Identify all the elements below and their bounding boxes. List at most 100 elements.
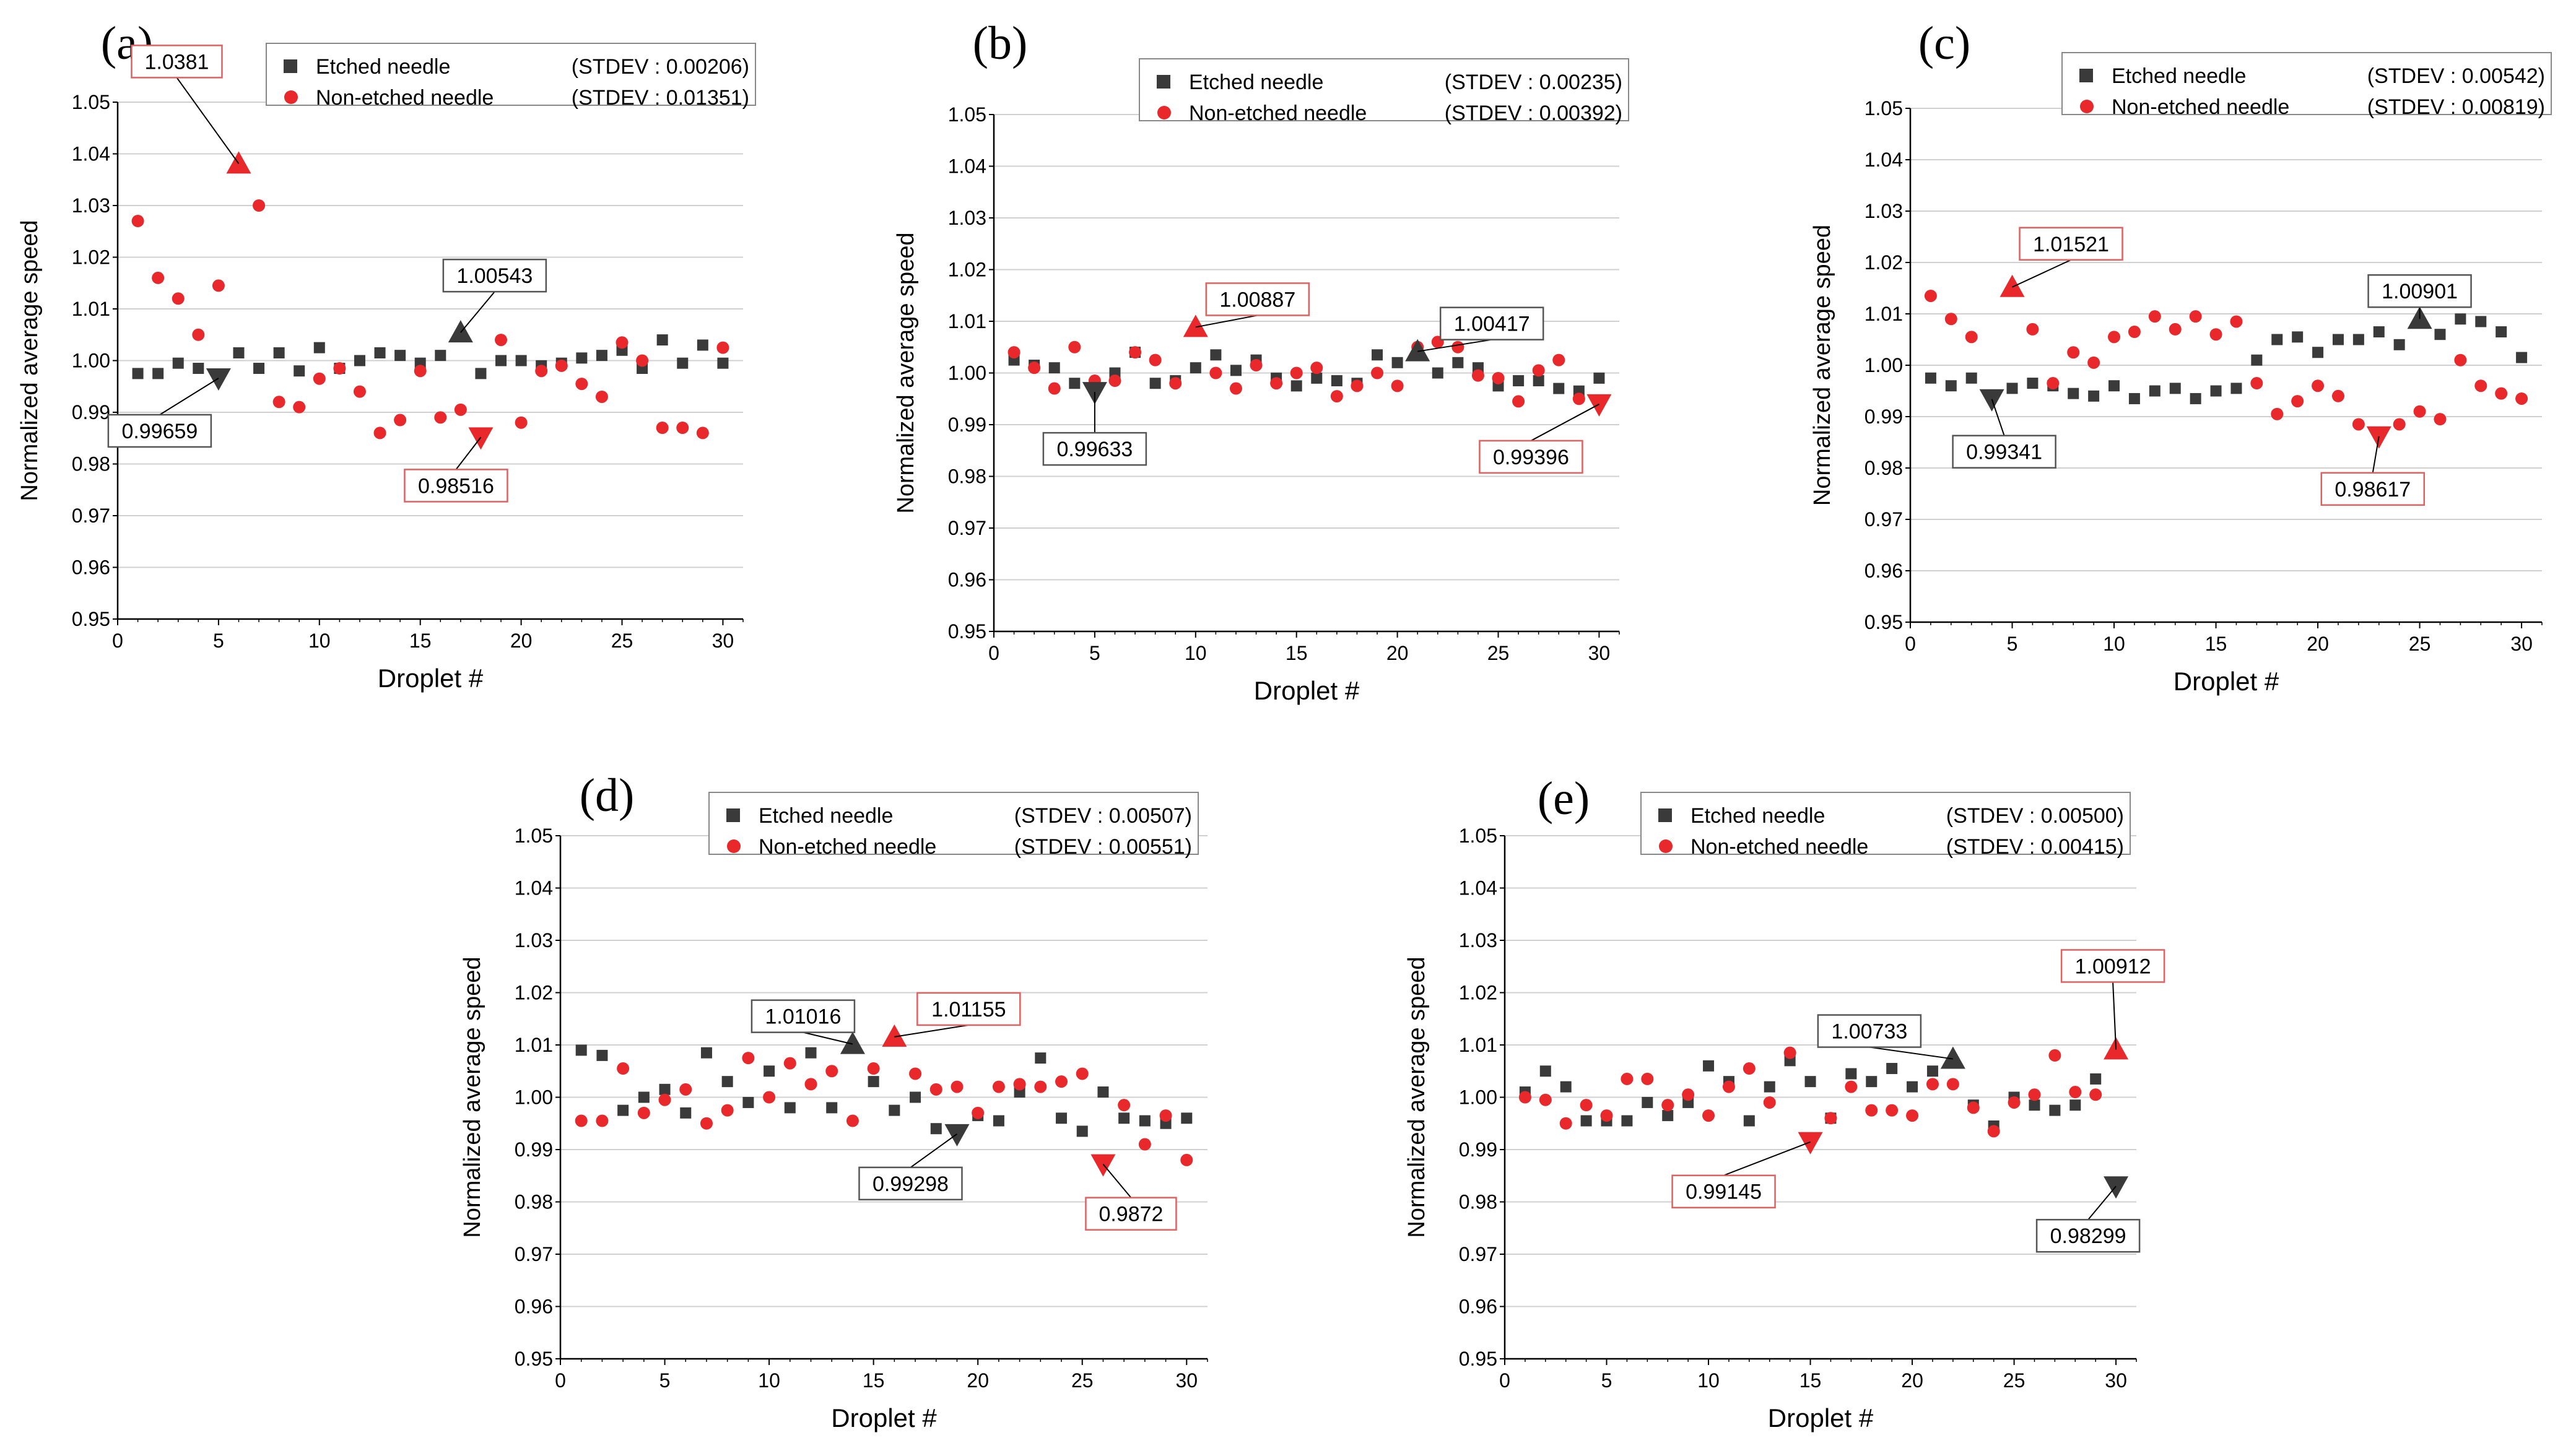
data-point-etched (1069, 378, 1081, 389)
y-tick-label-4: 0.99 (1865, 405, 1903, 428)
data-point-non-etched (2067, 346, 2080, 359)
annotation-box (2320, 472, 2426, 506)
annotation-box (2035, 1218, 2141, 1253)
data-point-etched (394, 350, 406, 362)
data-point-non-etched (2128, 326, 2141, 339)
annotation-box (1085, 1197, 1177, 1231)
x-tick-label-6: 30 (2105, 1369, 2127, 1392)
data-point-non-etched (909, 1067, 922, 1080)
legend-box (266, 43, 756, 106)
data-point-etched (617, 1104, 629, 1116)
data-point-etched (2190, 392, 2201, 404)
data-point-etched (2128, 392, 2140, 404)
data-point-non-etched (1946, 1078, 1959, 1091)
y-tick-label-7: 1.02 (1865, 251, 1903, 274)
data-point-etched (2230, 383, 2242, 394)
legend-marker-etched (1658, 808, 1672, 822)
data-point-non-etched (1763, 1096, 1776, 1109)
data-point-non-etched (1108, 375, 1121, 388)
annotation-label: 0.99396 (1493, 446, 1569, 469)
data-point-non-etched (2393, 418, 2406, 431)
legend-stdev: (STDEV : 0.00507) (1014, 804, 1192, 828)
x-tick-label-6: 30 (712, 630, 734, 652)
data-point-etched (2251, 354, 2263, 366)
data-point-non-etched (2209, 328, 2222, 341)
data-point-non-etched (434, 411, 447, 424)
data-point-non-etched (951, 1080, 964, 1093)
legend-stdev: (STDEV : 0.00415) (1946, 835, 2124, 859)
legend-label: Etched needle (2112, 64, 2246, 88)
legend-stdev: (STDEV : 0.00551) (1014, 835, 1192, 859)
data-point-non-etched (1159, 1109, 1172, 1122)
extreme-marker (840, 1031, 865, 1054)
x-tick-label-4: 20 (2307, 633, 2329, 655)
annotation-leader (176, 77, 240, 164)
data-point-etched (1945, 380, 1957, 392)
data-point-non-etched (1310, 362, 1323, 375)
x-tick-label-1: 5 (213, 630, 224, 652)
y-tick-label-5: 1.00 (1865, 354, 1903, 376)
legend-stdev: (STDEV : 0.01351) (572, 86, 749, 110)
x-tick-label-5: 25 (2003, 1369, 2026, 1392)
legend-marker-non-etched (284, 90, 298, 104)
y-tick-label-4: 0.99 (72, 401, 110, 423)
data-point-etched (2210, 385, 2222, 397)
data-point-etched (576, 352, 588, 364)
y-tick-label-0: 0.95 (515, 1348, 553, 1370)
x-tick-label-1: 5 (1089, 642, 1100, 664)
annotation-box (1479, 440, 1583, 474)
data-point-non-etched (2028, 1088, 2041, 1101)
annotation-box (1042, 431, 1147, 466)
data-point-etched (575, 1044, 587, 1056)
data-point-etched (2090, 1073, 2102, 1085)
data-point-non-etched (2352, 418, 2365, 431)
data-point-non-etched (2495, 387, 2508, 400)
chart-panel-3: 0.95 0.96 0.97 0.98 0.99 1.00 1.01 1.02 1.03 1.04… (459, 769, 1208, 1432)
legend-stdev: (STDEV : 0.00206) (572, 55, 749, 79)
data-point-etched (680, 1107, 692, 1119)
data-point-etched (1866, 1076, 1878, 1088)
data-point-non-etched (2087, 356, 2100, 369)
annotation-box (858, 1166, 963, 1201)
data-point-non-etched (1013, 1078, 1026, 1091)
annotation-label: 0.98299 (2050, 1224, 2126, 1248)
data-point-etched (193, 363, 204, 375)
data-point-etched (515, 355, 527, 366)
legend-stdev: (STDEV : 0.00392) (1445, 102, 1622, 125)
extreme-marker (882, 1024, 907, 1047)
x-tick-label-3: 15 (409, 630, 432, 652)
data-point-etched (2496, 326, 2507, 338)
data-point-non-etched (1559, 1117, 1572, 1130)
y-tick-label-3: 0.98 (1865, 457, 1903, 479)
data-point-etched (1097, 1086, 1109, 1098)
y-tick-label-3: 0.98 (515, 1191, 553, 1213)
annotation-leader (803, 1031, 853, 1045)
y-axis-label: Normalized average speed (1809, 225, 1835, 506)
data-point-non-etched (2069, 1086, 2082, 1099)
extreme-marker (1183, 314, 1208, 337)
data-point-non-etched (293, 401, 306, 414)
data-point-non-etched (804, 1078, 817, 1091)
data-point-etched (1190, 362, 1201, 374)
data-point-non-etched (2026, 323, 2039, 336)
panel-letter: (d) (580, 769, 635, 821)
y-tick-label-1: 0.96 (515, 1296, 553, 1318)
y-tick-label-8: 1.03 (72, 194, 110, 217)
x-tick-label-2: 10 (2103, 633, 2125, 655)
annotation-leader (1102, 1164, 1132, 1198)
data-point-etched (2332, 334, 2344, 345)
y-tick-label-6: 1.01 (948, 310, 986, 332)
data-point-etched (993, 1115, 1004, 1127)
y-tick-label-10: 1.05 (948, 103, 986, 126)
extreme-marker (1940, 1046, 1965, 1069)
data-point-etched (1965, 372, 1977, 384)
legend-box (1139, 58, 1629, 121)
data-point-non-etched (1783, 1046, 1796, 1059)
x-tick-label-0: 0 (1905, 633, 1916, 655)
y-tick-label-8: 1.03 (1459, 929, 1497, 951)
data-point-etched (2393, 339, 2405, 350)
data-point-etched (172, 357, 184, 369)
y-tick-label-5: 1.00 (1459, 1086, 1497, 1109)
annotation-label: 1.00543 (456, 264, 533, 288)
extreme-marker (206, 368, 231, 391)
